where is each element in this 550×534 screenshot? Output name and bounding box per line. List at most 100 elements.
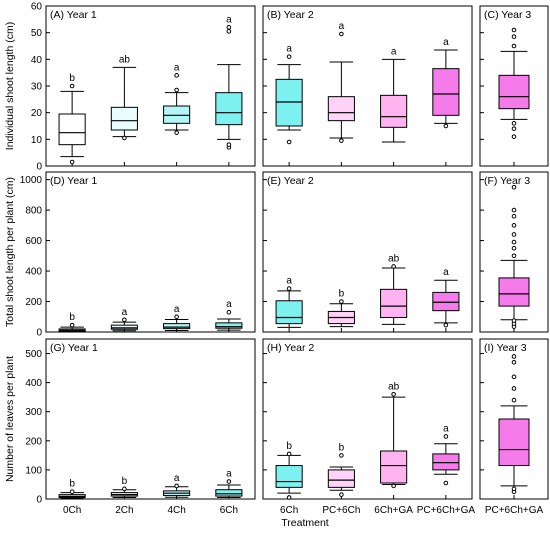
outlier-point	[511, 121, 517, 126]
y-tick-label: 600	[25, 236, 42, 247]
box-2ch: b 2Ch	[110, 476, 138, 516]
significance-letter: a	[226, 14, 232, 25]
outlier-point	[122, 486, 127, 492]
chart-panel: (B) Year 2 a a a a	[262, 5, 473, 167]
iqr-box	[275, 78, 303, 127]
iqr-box	[110, 324, 138, 330]
box-6ch-ga: ab	[380, 253, 408, 332]
outlier-point	[69, 489, 75, 495]
iqr-box	[327, 469, 355, 488]
box-4ch: a	[163, 62, 191, 166]
y-tick-label: 50	[31, 28, 43, 39]
outlier-point	[511, 34, 517, 39]
significance-letter: a	[174, 304, 180, 315]
panel-title: (A) Year 1	[50, 9, 97, 21]
panel-frame	[262, 171, 473, 333]
outlier-point	[339, 299, 344, 304]
outlier-point	[391, 391, 396, 397]
panel-title: (E) Year 2	[267, 175, 314, 187]
box-4ch: a 4Ch	[163, 473, 191, 516]
outlier-point	[511, 359, 517, 365]
outlier-point	[511, 232, 517, 237]
significance-letter: a	[391, 46, 397, 57]
x-tick-label: 6Ch	[280, 505, 298, 516]
outlier-point	[443, 480, 449, 486]
iqr-box	[58, 113, 86, 146]
outlier-point	[226, 309, 232, 315]
significance-letter: b	[69, 73, 75, 84]
y-tick-label: 0	[36, 328, 42, 339]
significance-letter: b	[286, 441, 292, 452]
y-tick-label: 20	[31, 108, 43, 119]
iqr-box	[432, 68, 460, 116]
outlier-point	[286, 54, 292, 59]
x-tick-label: 6Ch+GA	[374, 505, 413, 516]
panel-frame	[45, 171, 256, 333]
outlier-point	[391, 483, 396, 489]
x-tick-label: PC+6Ch+GA	[485, 505, 544, 516]
outlier-point	[391, 264, 396, 269]
significance-letter: a	[226, 299, 232, 310]
outlier-point	[511, 223, 517, 228]
outlier-point	[511, 126, 517, 131]
chart-panel: (I) Year 3 PC+6Ch+GA	[479, 338, 549, 516]
y-tick-label: 30	[31, 82, 43, 93]
box-2ch: ab	[110, 54, 138, 166]
outlier-point	[511, 354, 517, 359]
box-6ch-ga: ab 6Ch+GA	[374, 381, 413, 516]
significance-letter: a	[174, 62, 180, 73]
significance-letter: a	[286, 276, 292, 287]
box-6ch: b 6Ch	[275, 441, 303, 516]
outlier-point	[511, 134, 517, 139]
outlier-point	[286, 139, 292, 145]
outlier-point	[174, 87, 179, 93]
chart-panel: (F) Year 3	[479, 171, 549, 333]
significance-letter: a	[226, 469, 232, 480]
box-4ch: a	[163, 304, 191, 332]
panel-title: (I) Year 3	[484, 342, 527, 354]
panel-title: (C) Year 3	[484, 9, 531, 21]
iqr-box	[275, 300, 303, 325]
iqr-box	[215, 489, 243, 497]
panel-title: (D) Year 1	[50, 175, 97, 187]
outlier-point	[69, 83, 75, 89]
chart-panel: 0 100 200 300 400 500 (G) Year 1 b 0Ch b 2Ch a 4Ch a 6…	[25, 338, 256, 516]
outlier-point	[511, 397, 517, 403]
iqr-box	[432, 291, 460, 312]
outlier-point	[339, 138, 344, 143]
iqr-box	[380, 450, 408, 484]
box-6ch-ga: a	[380, 46, 408, 166]
outlier-point	[511, 318, 517, 323]
y-tick-label: 200	[25, 436, 42, 447]
chart-panel: 0 10 20 30 40 50 60 (A) Year 1 b ab a a	[31, 2, 256, 173]
outlier-point	[174, 314, 179, 320]
y-tick-label: 800	[25, 206, 42, 217]
box-0ch: b 0Ch	[58, 479, 86, 516]
box-pc-6ch-ga: PC+6Ch+GA	[485, 354, 544, 516]
iqr-box	[380, 94, 408, 128]
panel-frame	[45, 338, 256, 500]
outlier-point	[226, 29, 232, 34]
box-pc-6ch-ga: a	[432, 37, 460, 166]
significance-letter: a	[443, 37, 449, 48]
significance-letter: a	[174, 473, 180, 484]
outlier-point	[511, 213, 517, 219]
panel-title: (B) Year 2	[267, 9, 314, 21]
outlier-point	[443, 434, 449, 439]
y-axis-label: Total shoot length per plant (cm)	[4, 177, 16, 327]
iqr-box	[163, 323, 191, 330]
significance-letter: b	[122, 476, 128, 487]
outlier-point	[226, 142, 232, 147]
outlier-point	[122, 135, 127, 141]
outlier-point	[511, 184, 517, 190]
panel-title: (G) Year 1	[50, 342, 98, 354]
chart-panel: (H) Year 2 b 6Ch b PC+6Ch ab 6Ch+GA a PC+6Ch+GA	[262, 338, 475, 516]
outlier-point	[511, 486, 517, 492]
box-pc-6ch: b	[327, 289, 355, 332]
y-tick-label: 400	[25, 378, 42, 389]
outlier-point	[339, 453, 344, 458]
outlier-point	[174, 483, 179, 489]
significance-letter: b	[69, 479, 75, 490]
outlier-point	[174, 73, 179, 78]
